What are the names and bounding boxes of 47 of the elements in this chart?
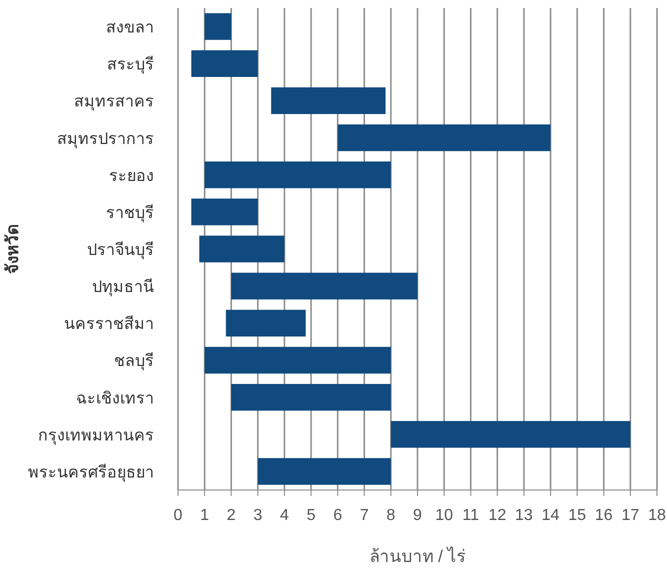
- x-tick-label: 16: [594, 507, 613, 524]
- y-tick-label: สระบุรี: [107, 56, 154, 75]
- bar: [191, 50, 258, 77]
- bar: [204, 346, 391, 374]
- bar: [231, 384, 391, 411]
- x-tick-label: 0: [174, 507, 183, 524]
- y-tick-label: ปทุมธานี: [92, 278, 154, 298]
- x-tick-label: 13: [515, 507, 533, 524]
- bar: [199, 236, 284, 262]
- x-tick-label: 12: [488, 507, 506, 524]
- x-tick-label: 15: [568, 507, 586, 524]
- y-tick-label: นครราชสีมา: [64, 315, 154, 334]
- x-tick-label: 3: [253, 507, 262, 524]
- y-tick-label: ปราจีนบุรี: [87, 241, 154, 260]
- bar: [390, 421, 630, 448]
- x-tick-label: 1: [200, 507, 210, 524]
- bar: [204, 162, 391, 188]
- bar: [231, 272, 418, 300]
- x-tick-label: 5: [306, 507, 316, 524]
- y-axis-title: จังหวัด: [3, 224, 22, 274]
- x-tick-label: 11: [462, 507, 480, 524]
- y-tick-label: ราชบุรี: [106, 204, 154, 223]
- x-tick-label: 17: [621, 507, 640, 524]
- bar: [338, 124, 551, 152]
- x-tick-label: 18: [648, 507, 666, 524]
- bar: [271, 87, 386, 114]
- y-tick-label: กรุงเทพมหานคร: [38, 427, 154, 446]
- x-tick-label: 10: [435, 507, 454, 524]
- x-tick-label: 9: [413, 507, 422, 524]
- y-tick-label: ฉะเชิงเทรา: [76, 390, 154, 408]
- bar: [191, 198, 258, 226]
- x-tick-label: 4: [280, 507, 289, 524]
- x-tick-label: 8: [386, 507, 396, 524]
- x-axis-title: ล้านบาท / ไร่: [369, 546, 466, 566]
- y-tick-label: สมุทรปราการ: [57, 130, 154, 149]
- x-tick-label: 6: [333, 507, 342, 524]
- y-tick-label: ชลบุรี: [114, 352, 154, 372]
- y-tick-label: สมุทรสาคร: [74, 94, 154, 112]
- y-tick-label: สงขลา: [106, 20, 154, 37]
- x-tick-label: 2: [226, 507, 236, 524]
- bar: [226, 310, 306, 336]
- bar: [204, 13, 232, 40]
- bar: [258, 458, 391, 485]
- y-tick-label: ระยอง: [109, 168, 154, 185]
- x-tick-label: 7: [360, 507, 369, 524]
- x-tick-label: 14: [542, 507, 560, 524]
- y-tick-label: พระนครศรีอยุธยา: [28, 463, 154, 482]
